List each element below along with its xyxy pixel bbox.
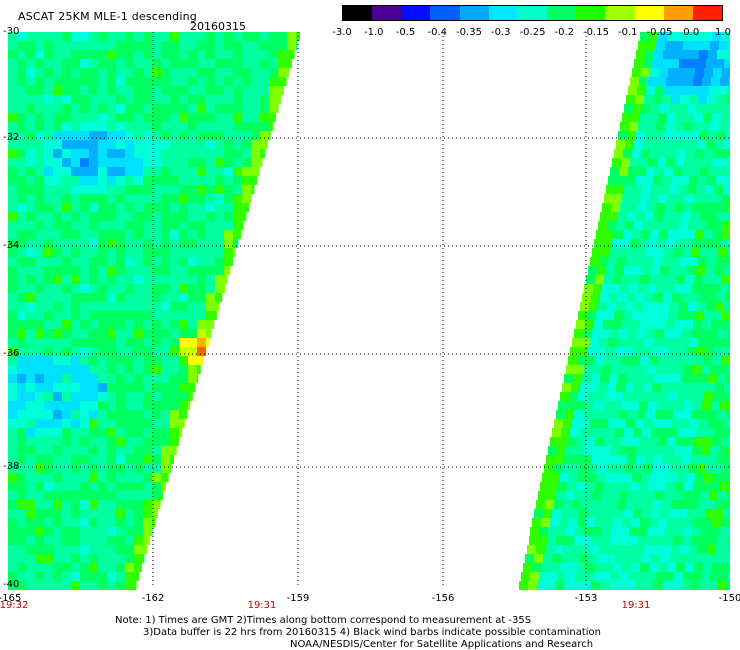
colorbar-swatch (401, 6, 431, 20)
colorbar-tick-label: -0.15 (583, 27, 609, 38)
latitude-label: -32 (3, 132, 20, 143)
pass-time-right: 19:31 (621, 600, 651, 611)
colorbar-tick-label: -0.3 (490, 27, 511, 38)
colorbar-swatch (663, 6, 693, 20)
colorbar-swatch (372, 6, 402, 20)
longitude-label: -150 (718, 593, 740, 604)
longitude-label: -153 (574, 593, 598, 604)
colorbar-swatch (459, 6, 489, 20)
colorbar-swatch (343, 6, 373, 20)
note-line-3: NOAA/NESDIS/Center for Satellite Applica… (290, 639, 594, 650)
colorbar-tick-label: -3.0 (332, 27, 352, 38)
colorbar-tick-label: 1.0 (715, 27, 731, 38)
latitude-label: -40 (3, 579, 20, 590)
colorbar-swatch (605, 6, 635, 20)
colorbar-tick-label: -0.35 (456, 27, 482, 38)
colorbar-tick-label: -0.5 (395, 27, 416, 38)
colorbar-swatch (488, 6, 518, 20)
left-swath-data (8, 32, 300, 590)
longitude-label: -156 (431, 593, 455, 604)
gridlines (8, 32, 730, 586)
colorbar-swatch (634, 6, 664, 20)
colorbar-swatch (430, 6, 460, 20)
colorbar-tick-label: 0.0 (683, 27, 700, 38)
longitude-label: -165 (0, 593, 22, 604)
product-title: ASCAT 25KM MLE-1 descending (18, 10, 197, 23)
pass-time-middle: 19:31 (247, 600, 277, 611)
note-line-2: 3)Data buffer is 22 hrs from 20160315 4)… (143, 627, 601, 638)
latitude-label: -34 (3, 240, 20, 251)
note-line-1: Note: 1) Times are GMT 2)Times along bot… (115, 615, 532, 626)
longitude-label: -162 (141, 593, 165, 604)
colorbar-swatch (576, 6, 606, 20)
colorbar-tick-label: -0.2 (554, 27, 575, 38)
right-swath-data (519, 32, 730, 590)
colorbar-tick-label: -1.0 (363, 27, 384, 38)
latitude-label: -36 (3, 348, 20, 359)
colorbar-swatch (517, 6, 548, 20)
colorbar-tick-label: -0.25 (519, 27, 546, 38)
colorbar-tick-label: -0.05 (646, 27, 673, 38)
product-date: 20160315 (190, 20, 246, 33)
latitude-label: -30 (3, 26, 20, 37)
colorbar-tick-label: -0.4 (427, 27, 448, 38)
pass-time-left: 19:32 (0, 600, 29, 611)
latitude-label: -38 (3, 461, 20, 472)
colorbar-swatch (547, 6, 577, 20)
longitude-label: -159 (286, 593, 310, 604)
colorbar-tick-label: -0.1 (617, 27, 638, 38)
colorbar (342, 5, 723, 21)
colorbar-swatch (692, 6, 723, 20)
